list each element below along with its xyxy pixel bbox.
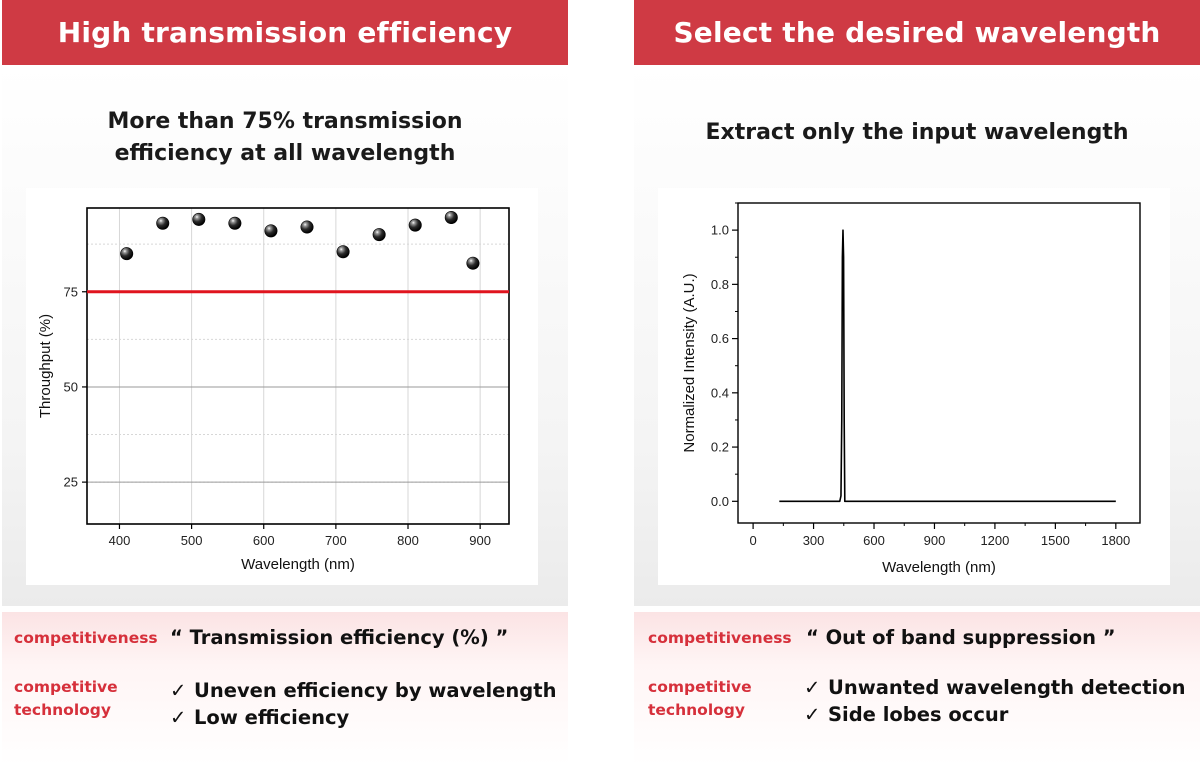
left-panel: High transmission efficiency More than 7… [2, 0, 568, 765]
right-item-1-text: Unwanted wavelength detection [828, 676, 1186, 699]
data-point [408, 218, 422, 232]
y-axis-title: Normalized Intensity (A.U.) [681, 273, 698, 452]
y-tick-label: 25 [64, 475, 78, 490]
data-point [228, 216, 242, 230]
plot-frame [737, 202, 1141, 524]
left-content-box: More than 75% transmission efficiency at… [2, 65, 568, 606]
x-tick-label: 1800 [1101, 533, 1130, 548]
throughput-chart-card: 400 500 600 700 800 900 25 50 75 Wavelength (nm) T… [26, 188, 538, 585]
y-tick-label: 0.0 [711, 494, 729, 509]
x-tick-label: 0 [749, 533, 756, 548]
right-content-box: Extract only the input wavelength 0 300 60… [634, 65, 1200, 606]
y-tick-label: 0.6 [711, 331, 729, 346]
left-item-2: ✓ Low efficiency [170, 706, 349, 729]
left-competitive-label-line2: technology [14, 701, 111, 719]
right-competitive-label-line2: technology [648, 701, 745, 719]
right-competitive-label-line1: competitive [648, 678, 752, 696]
data-point [444, 211, 458, 225]
left-competitiveness-label: competitiveness [14, 629, 158, 647]
right-panel: Select the desired wavelength Extract on… [634, 0, 1200, 765]
x-tick-label: 1200 [980, 533, 1009, 548]
left-subtitle-line2: efficiency at all wavelength [114, 141, 456, 166]
data-point [300, 220, 314, 234]
x-tick-label: 500 [181, 533, 203, 548]
right-item-2: ✓ Side lobes occur [804, 703, 1008, 726]
check-icon: ✓ [170, 706, 187, 729]
right-competitiveness-value: “ Out of band suppression ” [806, 626, 1116, 649]
y-tick-label: 75 [64, 284, 78, 299]
y-tick-label: 50 [64, 379, 78, 394]
right-item-2-text: Side lobes occur [828, 703, 1009, 726]
y-axis-title: Throughput (%) [37, 314, 54, 418]
x-tick-label: 900 [469, 533, 491, 548]
y-tick-label: 0.4 [711, 385, 729, 400]
check-icon: ✓ [804, 676, 821, 699]
data-point [264, 224, 278, 238]
plot-frame [86, 207, 510, 525]
left-competitive-label-line1: competitive [14, 678, 118, 696]
left-info-box: competitiveness “ Transmission efficienc… [2, 612, 568, 765]
right-competitiveness-label: competitiveness [648, 629, 792, 647]
spectrum-chart-card: 0 300 600 900 1200 1500 1800 0.0 0.2 0.4 0.6 0.8 1.0… [658, 188, 1170, 585]
check-icon: ✓ [804, 703, 821, 726]
data-point [336, 245, 350, 259]
right-subtitle: Extract only the input wavelength [705, 120, 1129, 145]
y-tick-label: 0.2 [711, 440, 729, 455]
y-tick-label: 0.8 [711, 277, 729, 292]
data-point [156, 216, 170, 230]
data-point [120, 247, 134, 261]
left-item-1: ✓ Uneven efficiency by wavelength [170, 679, 556, 702]
right-item-1: ✓ Unwanted wavelength detection [804, 676, 1186, 699]
x-tick-label: 400 [109, 533, 131, 548]
x-tick-label: 700 [325, 533, 347, 548]
x-tick-label: 1500 [1041, 533, 1070, 548]
x-axis-title: Wavelength (nm) [882, 559, 996, 576]
right-header: Select the desired wavelength [634, 0, 1200, 65]
check-icon: ✓ [170, 679, 187, 702]
x-tick-label: 600 [863, 533, 885, 548]
y-tick-label: 1.0 [711, 223, 729, 238]
left-subtitle-line1: More than 75% transmission [107, 109, 463, 134]
data-point [372, 228, 386, 242]
left-competitiveness-value: “ Transmission efficiency (%) ” [170, 626, 509, 649]
x-tick-label: 300 [803, 533, 825, 548]
spectrum-line [779, 229, 1116, 503]
x-axis-title: Wavelength (nm) [241, 556, 355, 573]
right-info-box: competitiveness “ Out of band suppressio… [634, 612, 1200, 765]
data-point [466, 256, 480, 270]
x-tick-label: 600 [253, 533, 275, 548]
left-header: High transmission efficiency [2, 0, 568, 65]
left-item-2-text: Low efficiency [194, 706, 350, 729]
x-tick-label: 900 [924, 533, 946, 548]
spectrum-chart: 0 300 600 900 1200 1500 1800 0.0 0.2 0.4 0.6 0.8 1.0… [681, 202, 1141, 576]
throughput-chart: 400 500 600 700 800 900 25 50 75 Wavelength (nm) T… [37, 207, 510, 573]
data-point [192, 212, 206, 226]
x-tick-label: 800 [397, 533, 419, 548]
left-item-1-text: Uneven efficiency by wavelength [194, 679, 557, 702]
